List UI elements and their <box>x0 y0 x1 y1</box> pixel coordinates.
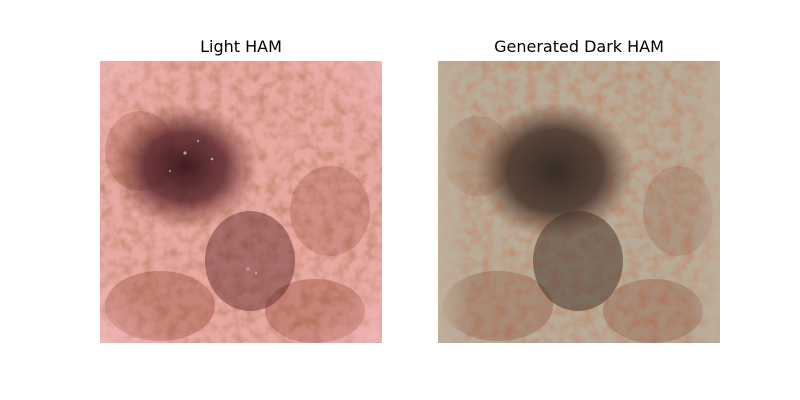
lesion-image-light-svg <box>100 61 382 343</box>
lesion-image-dark-svg <box>438 61 720 343</box>
lesion-image-light <box>100 61 382 343</box>
lesion-image-generated-dark <box>438 61 720 343</box>
panel-title-light-ham: Light HAM <box>200 37 282 56</box>
panel-title-generated-dark-ham: Generated Dark HAM <box>494 37 664 56</box>
